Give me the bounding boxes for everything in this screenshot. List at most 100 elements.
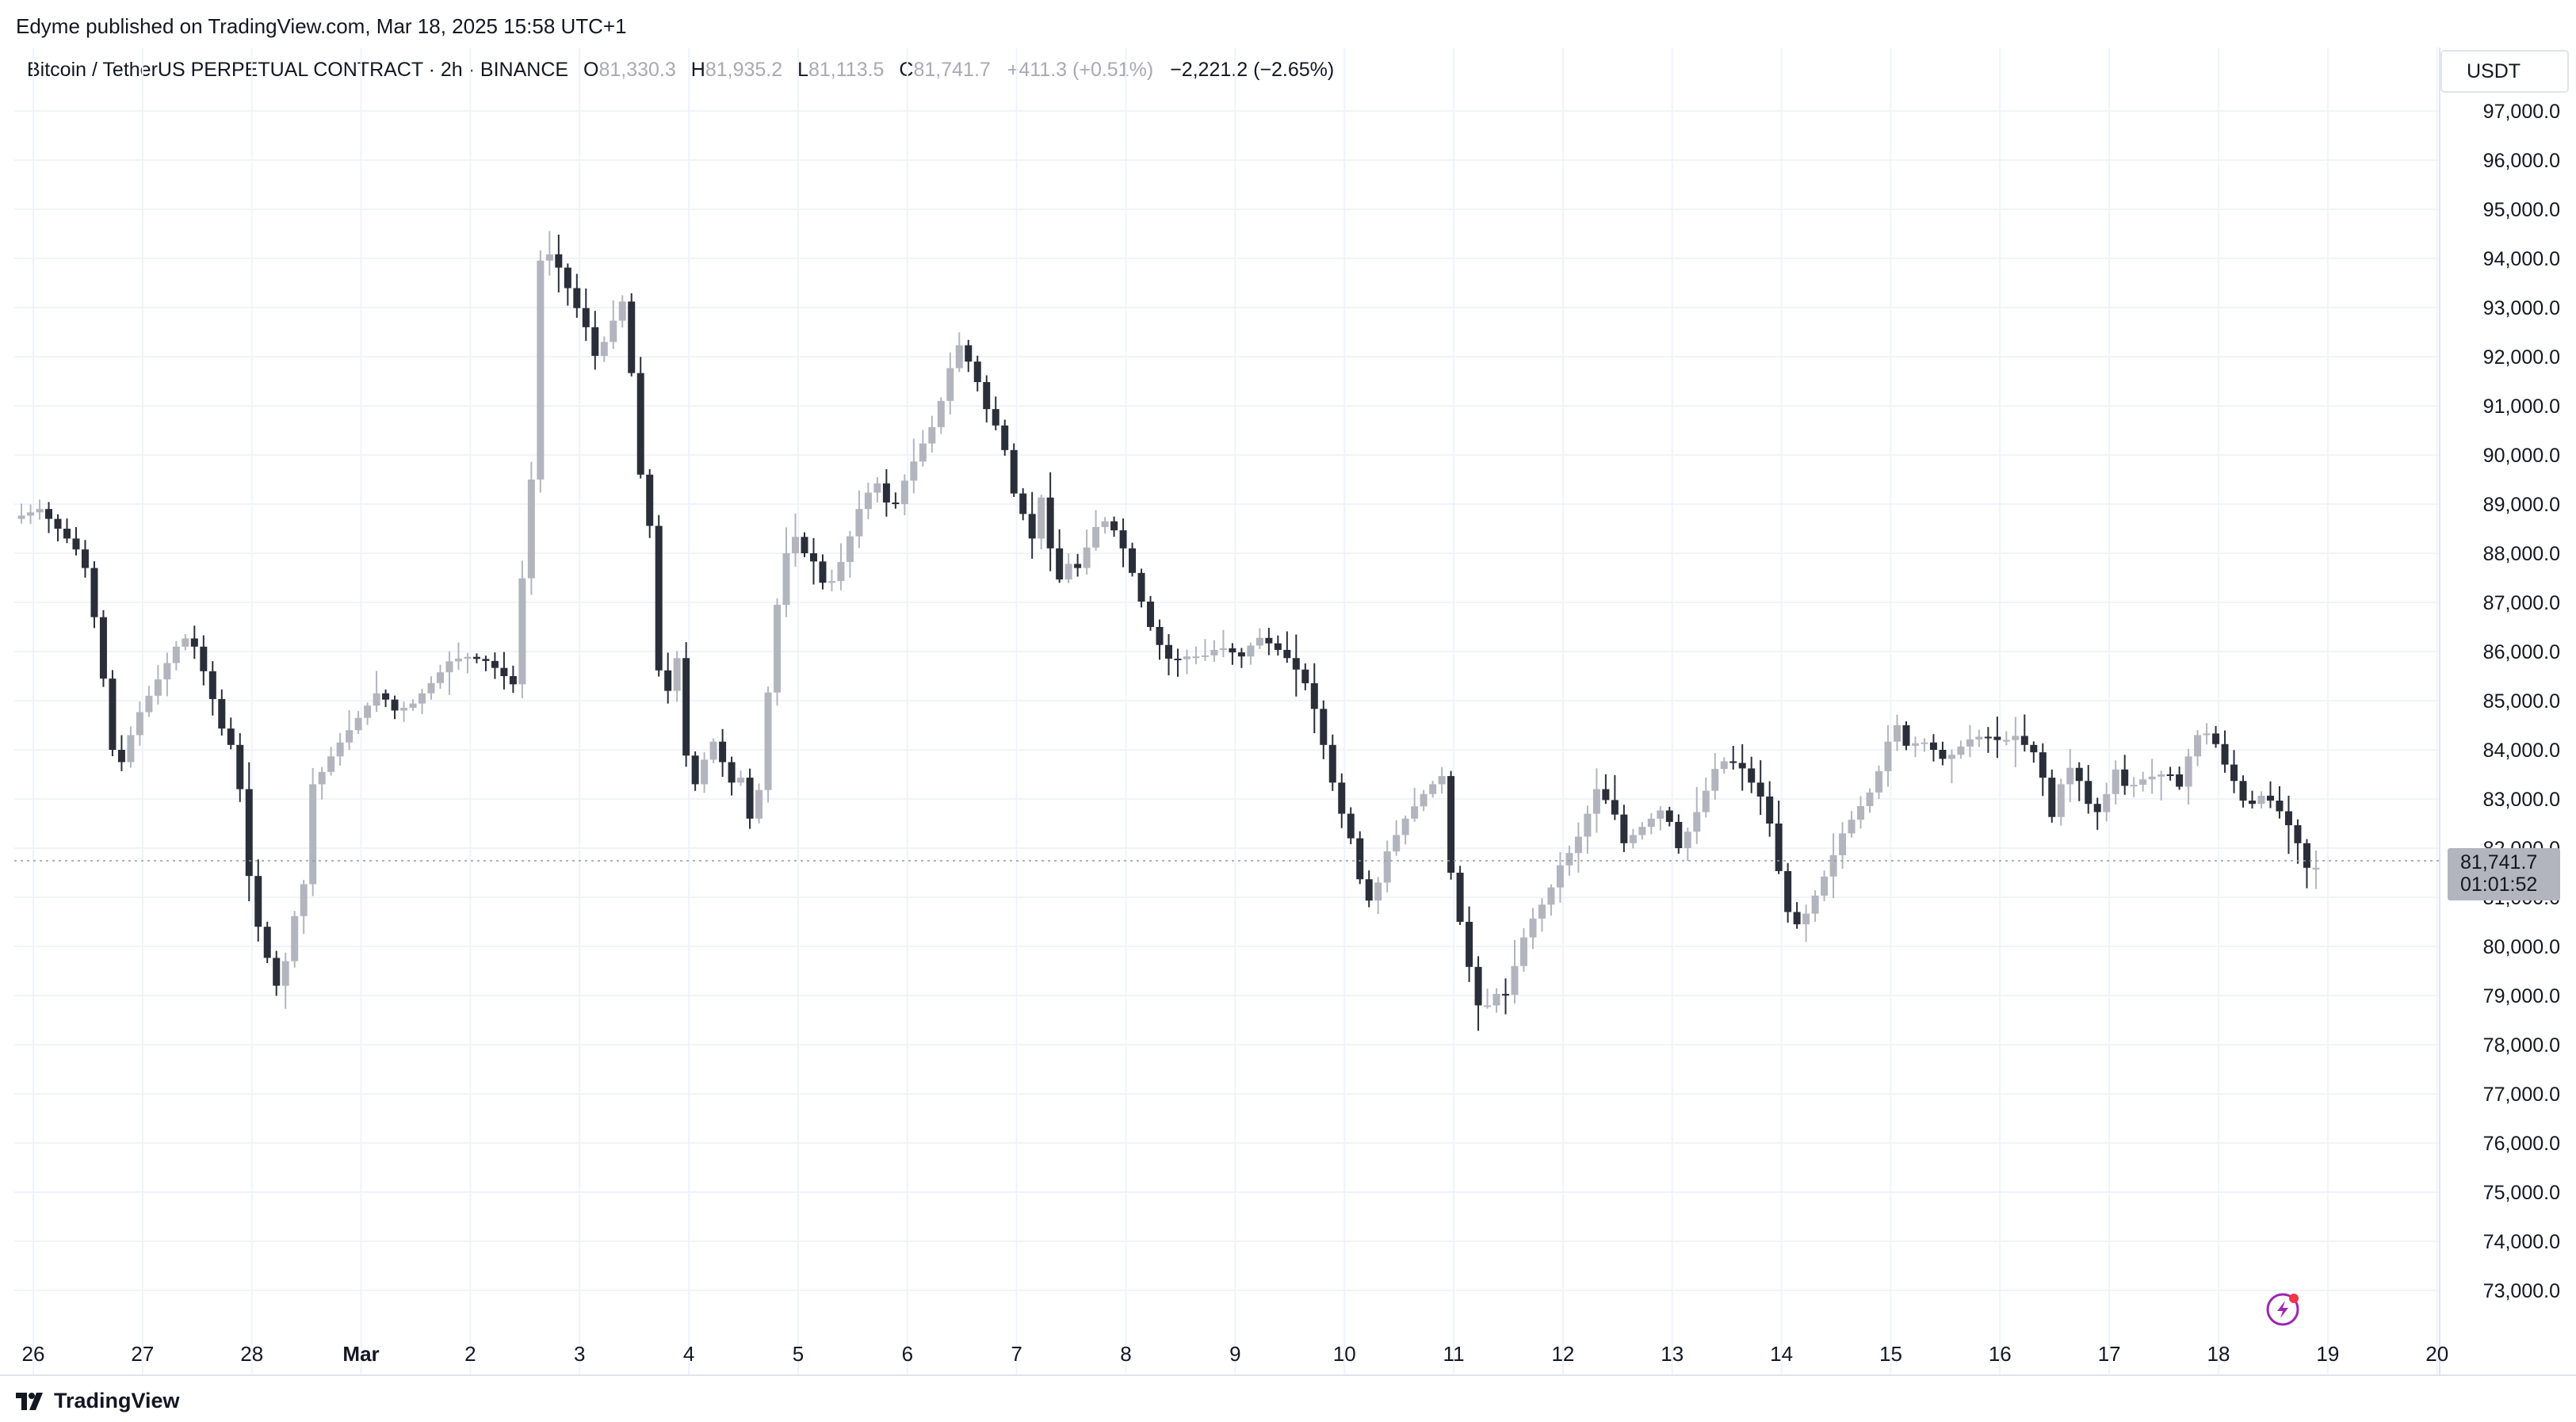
candle-body (336, 742, 344, 757)
candle-body (955, 345, 963, 369)
candle-body (737, 778, 745, 783)
candle-body (2194, 735, 2202, 757)
candle-body (364, 705, 372, 718)
candle-body (1438, 776, 1446, 785)
candle-body (1320, 709, 1328, 745)
price-tick-label: 74,000.0 (2483, 1231, 2560, 1253)
candle-body (2221, 743, 2229, 765)
candle-body (1675, 821, 1683, 848)
candle-body (1019, 493, 1027, 514)
candle-body (1301, 669, 1309, 683)
candle-body (973, 361, 981, 383)
candle-body (527, 480, 535, 579)
candle-body (1347, 813, 1355, 839)
candle-body (427, 682, 435, 694)
candle-body (1693, 812, 1701, 832)
candle-body (1038, 497, 1045, 539)
candle-body (1083, 547, 1091, 568)
candle-body (2239, 781, 2247, 801)
candle-body (2020, 736, 2028, 745)
candle-body (1110, 521, 1118, 531)
time-tick-label: 8 (1120, 1342, 1131, 1366)
candle-body (63, 529, 71, 539)
tradingview-logo[interactable]: TradingView (16, 1389, 180, 1413)
candle-body (1092, 526, 1100, 548)
candle-body (1447, 776, 1455, 873)
time-tick-label: 20 (2425, 1342, 2448, 1366)
symbol-title[interactable]: Bitcoin / TetherUS PERPETUAL CONTRACT · … (27, 59, 569, 81)
candle-body (691, 755, 699, 785)
candle-body (1356, 838, 1364, 880)
candle-body (673, 658, 681, 691)
candle-body (99, 617, 107, 679)
candle-body (1529, 918, 1537, 938)
candle-body (746, 778, 754, 819)
candle-body (846, 536, 854, 563)
candle-body (1056, 548, 1064, 580)
candle-body (445, 661, 453, 673)
candle-body (928, 426, 936, 444)
candle-body (664, 670, 672, 691)
candle-body (2075, 767, 2083, 782)
time-tick-label: 15 (1879, 1342, 1902, 1366)
candle-body (1229, 648, 1236, 653)
bar-change: +411.3 (+0.51%) (1007, 59, 1154, 81)
price-tick-label: 80,000.0 (2483, 936, 2560, 958)
candle-body (227, 728, 235, 745)
candle-body (1839, 833, 1847, 855)
candle-body (318, 771, 326, 785)
candle-body (1565, 853, 1573, 866)
price-tick-label: 76,000.0 (2483, 1133, 2560, 1155)
candle-body (1775, 824, 1783, 871)
candle-body (1192, 656, 1200, 659)
candle-body (1939, 750, 1947, 759)
candle-body (809, 553, 817, 562)
candle-body (1237, 652, 1245, 657)
candle-body (701, 759, 709, 785)
candle-body (2303, 843, 2310, 868)
candle-body (1538, 904, 1546, 919)
candle-body (1638, 827, 1646, 835)
currency-box[interactable] (2440, 50, 2569, 93)
candle-body (1119, 530, 1127, 549)
candle-body (172, 646, 180, 663)
time-axis[interactable]: 26 27 28 Mar 2 3 4 5 6 7 8 9 10 11 12 13 14 15 16 17 18 19 20 (22, 1342, 2449, 1366)
candle-body (873, 483, 881, 493)
price-axis[interactable]: 73,000.0 74,000.0 75,000.0 76,000.0 77,000.0… (2483, 101, 2560, 1302)
candle-body (2085, 781, 2093, 805)
candle-body (518, 578, 526, 685)
price-tick-label: 93,000.0 (2483, 297, 2560, 319)
candle-body (728, 762, 736, 783)
candle-body (2139, 779, 2147, 786)
candle-body (127, 735, 135, 763)
candle-body (354, 717, 362, 731)
candle-body (1893, 725, 1901, 742)
candle-body (827, 581, 835, 583)
candle-body (1756, 782, 1764, 797)
candle-body (2212, 733, 2220, 744)
candle-body (482, 659, 490, 661)
candle-body (373, 693, 380, 706)
candle-body (1511, 965, 1519, 995)
last-price-tag: 81,741.7 01:01:52 (2448, 848, 2560, 901)
price-tick-label: 79,000.0 (2483, 985, 2560, 1007)
price-tick-label: 92,000.0 (2483, 346, 2560, 369)
lightning-icon[interactable] (2266, 1293, 2299, 1326)
candle-body (2112, 769, 2119, 794)
time-tick-label: 12 (1551, 1342, 1574, 1366)
price-tick-label: 85,000.0 (2483, 690, 2560, 713)
candle-body (1684, 831, 1691, 848)
candle-body (2166, 774, 2174, 776)
candle-body (610, 320, 617, 342)
candle-body (300, 884, 308, 916)
candle-body (2230, 764, 2238, 782)
candle-body (682, 658, 690, 756)
candle-body (1592, 789, 1600, 814)
candle-body (436, 672, 444, 683)
candle-body (182, 638, 189, 647)
candle-body (309, 784, 317, 885)
candle-body (1411, 806, 1419, 819)
time-tick-label: 5 (793, 1342, 804, 1366)
time-tick-label: 14 (1770, 1342, 1793, 1366)
